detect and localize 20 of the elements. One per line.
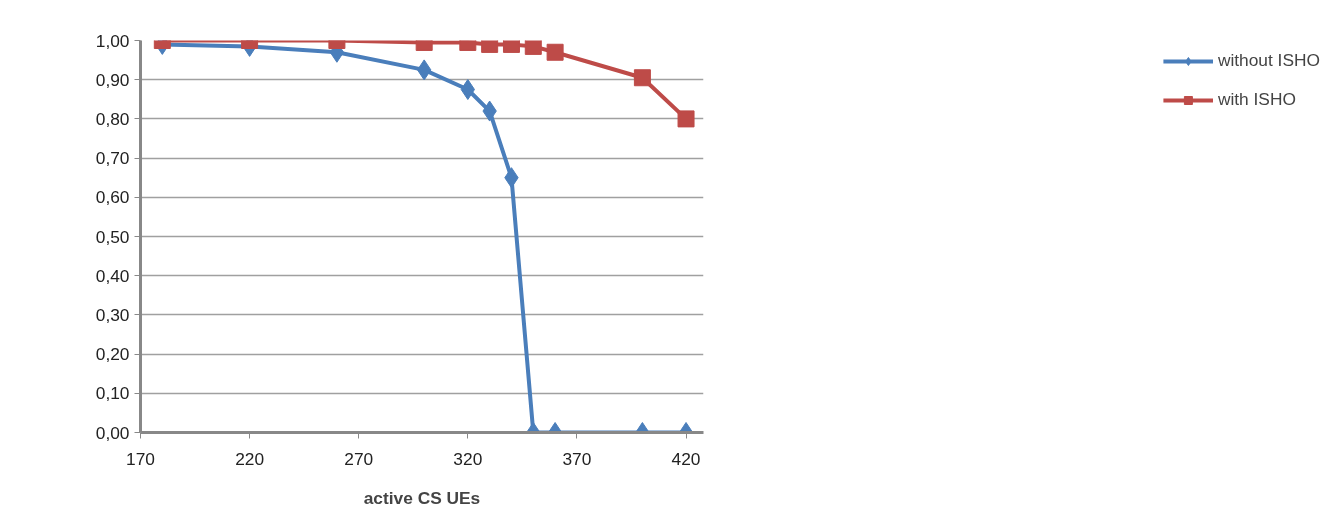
x-tick-label: 170 [126, 448, 155, 469]
x-tick-label: 320 [453, 448, 483, 469]
y-tick-label: 0,30 [95, 304, 130, 325]
y-tick-label: 0,90 [95, 69, 130, 90]
y-tick-label: 0,50 [95, 226, 130, 247]
y-tick-label: 1,00 [95, 30, 130, 51]
y-tick-label: 0,00 [95, 422, 130, 443]
x-tick-label: 420 [671, 448, 701, 469]
y-tick-label: 0,40 [95, 265, 130, 286]
x-tick-label: 220 [235, 448, 265, 469]
y-tick-label: 0,10 [95, 383, 130, 404]
x-tick-label: 370 [562, 448, 592, 469]
y-tick-label: 0,60 [95, 187, 130, 208]
y-tick-label: 0,20 [95, 344, 130, 365]
legend-label: without ISHO [1217, 50, 1320, 71]
y-tick-label: 0,80 [95, 108, 130, 129]
x-tick-label: 270 [344, 448, 374, 469]
legend-label: with ISHO [1217, 89, 1296, 110]
y-tick-label: 0,70 [95, 148, 130, 169]
x-axis-title: active CS UEs [363, 487, 481, 508]
